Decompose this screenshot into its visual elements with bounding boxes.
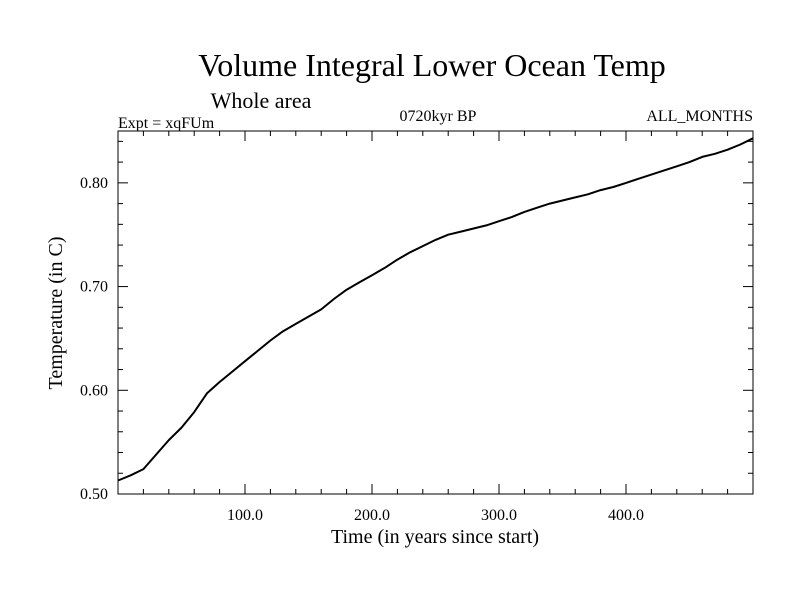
annotation-right: ALL_MONTHS <box>646 108 753 125</box>
chart-subtitle: Whole area <box>211 88 312 113</box>
x-axis-tick-labels: 100.0 200.0 300.0 400.0 <box>227 507 644 524</box>
annotation-center: 0720kyr BP <box>400 108 477 125</box>
y-tick-label: 0.70 <box>80 279 108 296</box>
y-tick-label: 0.50 <box>80 486 108 503</box>
plot-frame <box>117 130 754 495</box>
annotation-left: Expt = xqFUm <box>118 115 215 132</box>
x-axis-label: Time (in years since start) <box>331 526 539 548</box>
y-tick-label: 0.60 <box>80 382 108 399</box>
y-axis-tick-labels: 0.50 0.60 0.70 0.80 <box>80 175 108 503</box>
y-axis-ticks <box>118 140 753 474</box>
series-line-temperature <box>117 137 754 482</box>
chart-title: Volume Integral Lower Ocean Temp <box>198 47 666 83</box>
x-axis-ticks <box>142 131 729 494</box>
y-axis-label: Temperature (in C) <box>45 237 67 390</box>
x-tick-label: 400.0 <box>608 507 644 524</box>
x-tick-label: 100.0 <box>227 507 263 524</box>
x-tick-label: 300.0 <box>481 507 517 524</box>
y-tick-label: 0.80 <box>80 175 108 192</box>
x-tick-label: 200.0 <box>354 507 390 524</box>
